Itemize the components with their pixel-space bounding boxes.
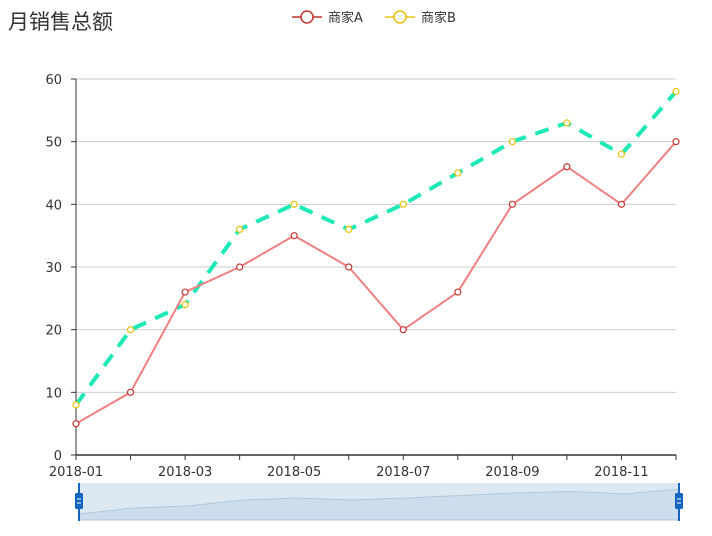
data-point[interactable] [290, 232, 298, 240]
legend-label[interactable]: 商家B [421, 10, 456, 26]
data-point[interactable] [563, 119, 571, 127]
datazoom-slider[interactable] [75, 483, 683, 521]
y-tick-label: 0 [54, 449, 62, 464]
x-tick-label: 2018-09 [485, 465, 539, 480]
legend: 商家A 商家B [292, 10, 456, 26]
y-tick-label: 40 [45, 198, 62, 213]
x-tick-label: 2018-11 [594, 465, 648, 480]
data-point[interactable] [672, 138, 680, 146]
x-tick-label: 2018-01 [49, 465, 103, 480]
series-line-b [74, 90, 678, 407]
datazoom-handle-grip[interactable] [675, 493, 683, 509]
data-point[interactable] [72, 401, 80, 409]
series-group [72, 87, 680, 428]
data-point[interactable] [181, 288, 189, 296]
data-point[interactable] [290, 200, 298, 208]
legend-swatch-marker [393, 10, 407, 24]
y-tick-label: 20 [45, 324, 62, 339]
datazoom-data-shadow [78, 488, 680, 521]
x-tick-label: 2018-03 [158, 465, 212, 480]
data-point[interactable] [617, 150, 626, 158]
data-point[interactable] [236, 263, 244, 271]
y-tick-label: 30 [45, 261, 62, 276]
data-point[interactable] [672, 87, 680, 96]
data-point[interactable] [345, 225, 353, 233]
x-tick-label: 2018-07 [376, 465, 430, 480]
legend-swatch-marker [300, 10, 314, 24]
y-tick-label: 50 [45, 136, 62, 151]
data-point[interactable] [126, 388, 135, 396]
data-point[interactable] [236, 225, 244, 233]
data-point[interactable] [72, 420, 80, 428]
datazoom-selection[interactable] [79, 484, 679, 520]
data-point[interactable] [563, 163, 571, 171]
datazoom-handle-grip[interactable] [75, 493, 83, 509]
data-point[interactable] [399, 200, 407, 208]
grid-lines [76, 78, 676, 393]
y-tick-label: 60 [45, 73, 62, 88]
data-point[interactable] [508, 138, 516, 146]
data-point[interactable] [454, 169, 462, 177]
x-tick-label: 2018-05 [267, 465, 321, 480]
data-point[interactable] [399, 326, 407, 334]
data-point[interactable] [617, 200, 626, 208]
axes: 0 10 20 30 40 50 60 2018-01 2018-03 2018-05 2018-0… [45, 73, 677, 480]
series-line-a [75, 141, 677, 425]
data-point[interactable] [181, 301, 189, 309]
data-point[interactable] [126, 326, 135, 334]
data-point[interactable] [345, 263, 353, 271]
data-point[interactable] [454, 288, 462, 296]
data-point[interactable] [508, 200, 516, 208]
chart-title: 月销售总额 [8, 10, 113, 34]
y-tick-label: 10 [45, 386, 62, 401]
legend-label[interactable]: 商家A [328, 10, 363, 26]
